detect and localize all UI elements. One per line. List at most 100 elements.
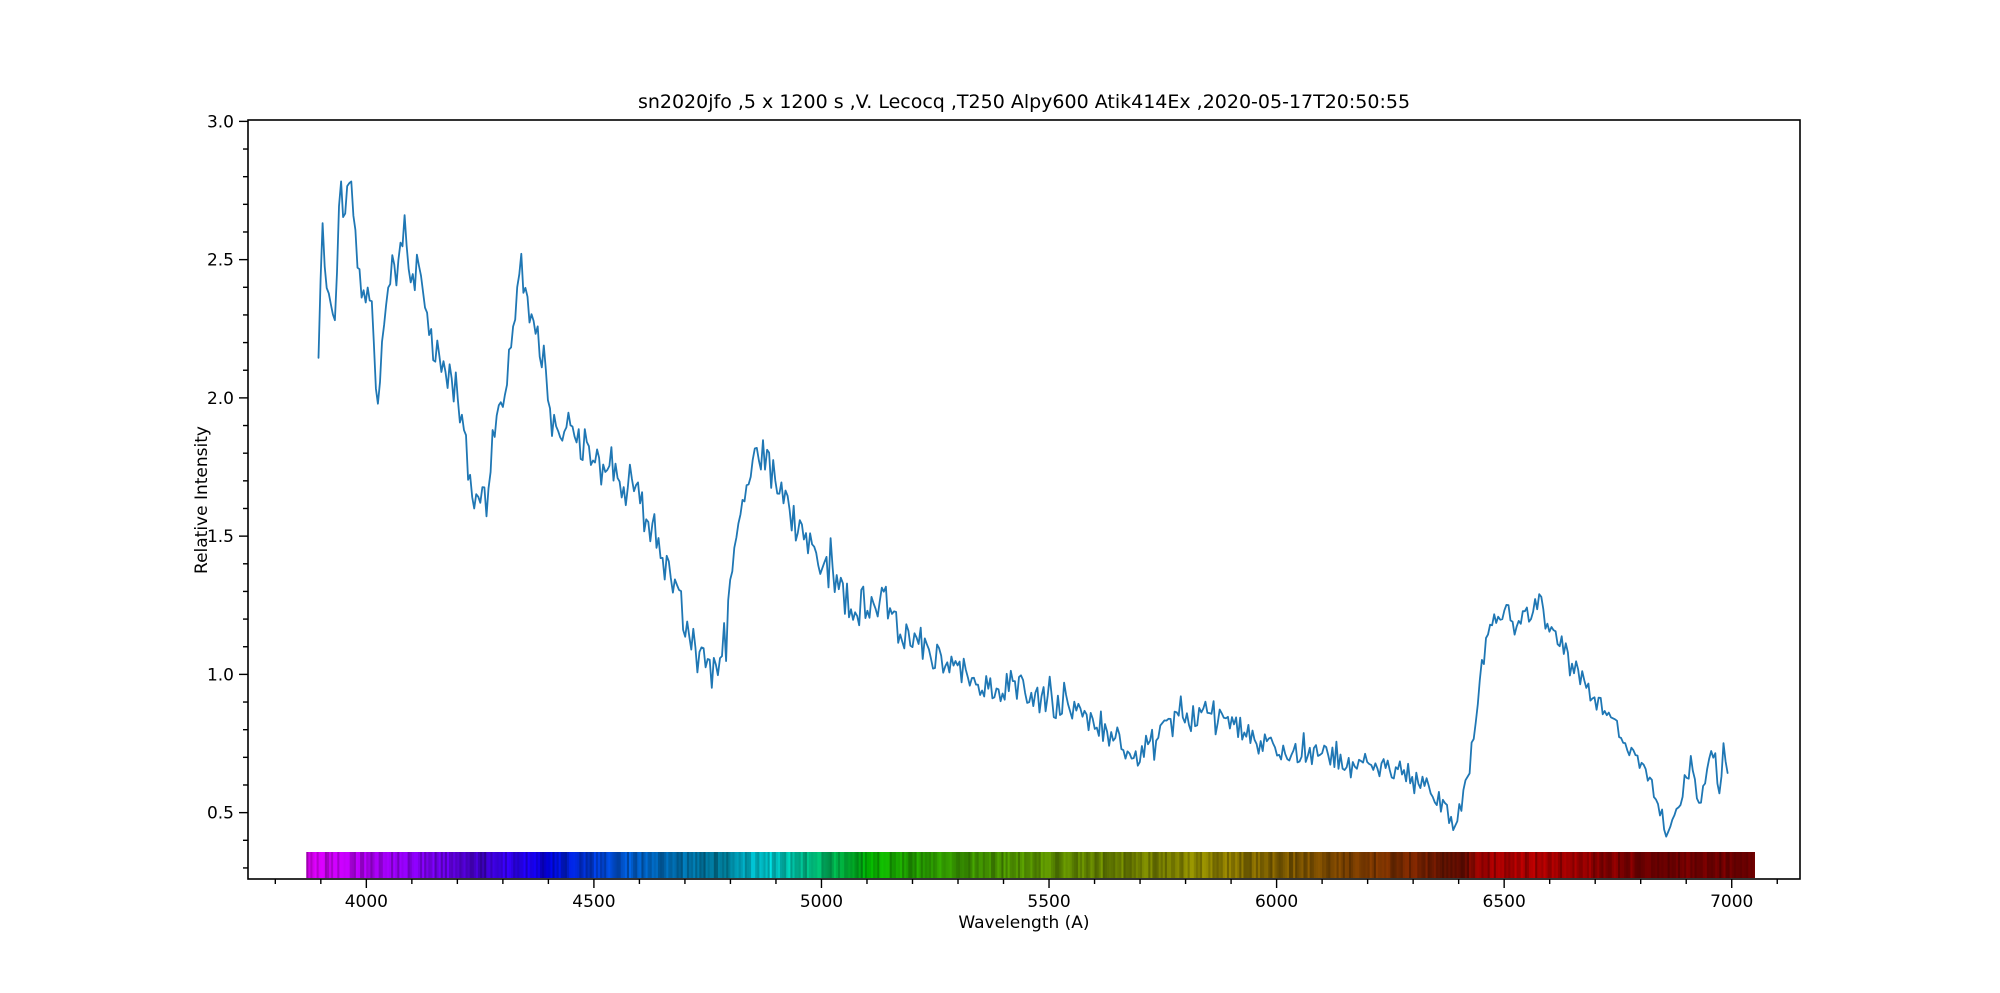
colorbar-column [1158, 852, 1162, 878]
colorbar-column [1357, 852, 1360, 878]
colorbar-column [1080, 852, 1083, 878]
colorbar-column [726, 852, 729, 878]
colorbar-column [405, 852, 409, 878]
colorbar-column [782, 852, 785, 878]
colorbar-column [438, 852, 442, 878]
colorbar-column [1125, 852, 1129, 878]
colorbar-column [1495, 852, 1499, 878]
colorbar-column [668, 852, 671, 878]
colorbar-column [1090, 852, 1093, 878]
colorbar-column [1537, 852, 1540, 878]
y-tick-label: 3.0 [207, 112, 234, 132]
colorbar-column [519, 852, 522, 878]
colorbar-column [1326, 852, 1329, 878]
colorbar-column [1293, 852, 1296, 878]
colorbar-column [316, 852, 320, 878]
colorbar-column [1460, 852, 1464, 878]
colorbar-column [1638, 852, 1642, 878]
colorbar-column [1007, 852, 1011, 878]
colorbar-column [920, 852, 924, 878]
colorbar-column [306, 852, 309, 878]
colorbar-column [1189, 852, 1193, 878]
colorbar-column [711, 852, 715, 878]
colorbar-column [796, 852, 800, 878]
colorbar-column [1452, 852, 1455, 878]
colorbar-column [1750, 852, 1753, 878]
colorbar-column [1077, 852, 1081, 878]
colorbar-column [1444, 852, 1447, 878]
colorbar-column [1262, 852, 1265, 878]
colorbar-column [1382, 852, 1385, 878]
colorbar-column [1541, 852, 1544, 878]
colorbar-column [955, 852, 959, 878]
colorbar-column [1597, 852, 1600, 878]
colorbar-column [991, 852, 994, 878]
colorbar-column [1611, 852, 1615, 878]
colorbar-column [693, 852, 696, 878]
colorbar-column [1179, 852, 1182, 878]
axis-tick-labels: 4000 4500 5000 5500 6000 6500 7000 0.5 1.0 1.5 2.0… [207, 112, 1753, 912]
colorbar-column [904, 852, 907, 878]
colorbar-column [1332, 852, 1335, 878]
colorbar-column [858, 852, 862, 878]
colorbar-column [1305, 852, 1309, 878]
colorbar-column [362, 852, 365, 878]
colorbar-column [1371, 852, 1375, 878]
colorbar-column [873, 852, 876, 878]
colorbar-column [1113, 852, 1116, 878]
colorbar-column [1626, 852, 1629, 878]
colorbar-column [308, 852, 311, 878]
colorbar-column [1377, 852, 1381, 878]
colorbar-column [1384, 852, 1387, 878]
colorbar-column [1454, 852, 1458, 878]
colorbar-column [1334, 852, 1338, 878]
colorbar-column [494, 852, 498, 878]
colorbar-column [862, 852, 866, 878]
spectrum-colorbar [306, 852, 1755, 878]
colorbar-column [1468, 852, 1472, 878]
colorbar-column [1727, 852, 1731, 878]
colorbar-column [943, 852, 947, 878]
colorbar-column [1746, 852, 1749, 878]
colorbar-column [1336, 852, 1340, 878]
colorbar-column [647, 852, 651, 878]
colorbar-column [1278, 852, 1282, 878]
colorbar-column [573, 852, 576, 878]
colorbar-column [697, 852, 700, 878]
colorbar-column [1375, 852, 1379, 878]
colorbar-column [610, 852, 613, 878]
colorbar-column [488, 852, 491, 878]
colorbar-column [757, 852, 760, 878]
colorbar-column [734, 852, 738, 878]
colorbar-column [341, 852, 344, 878]
colorbar-column [972, 852, 976, 878]
colorbar-column [1328, 852, 1331, 878]
colorbar-column [945, 852, 949, 878]
colorbar-column [602, 852, 605, 878]
colorbar-column [935, 852, 938, 878]
colorbar-column [715, 852, 719, 878]
colorbar-column [1477, 852, 1480, 878]
colorbar-column [749, 852, 752, 878]
colorbar-column [670, 852, 673, 878]
colorbar-column [1365, 852, 1369, 878]
colorbar-column [1063, 852, 1067, 878]
colorbar-column [1551, 852, 1555, 878]
colorbar-column [1636, 852, 1640, 878]
colorbar-column [382, 852, 386, 878]
colorbar-column [1425, 852, 1429, 878]
colorbar-column [521, 852, 524, 878]
colorbar-column [1301, 852, 1304, 878]
colorbar-column [1686, 852, 1689, 878]
colorbar-column [937, 852, 940, 878]
colorbar-column [819, 852, 822, 878]
colorbar-column [879, 852, 882, 878]
colorbar-column [453, 852, 456, 878]
colorbar-column [1617, 852, 1621, 878]
colorbar-column [1568, 852, 1571, 878]
colorbar-column [333, 852, 336, 878]
colorbar-column [662, 852, 665, 878]
colorbar-column [606, 852, 609, 878]
colorbar-column [657, 852, 661, 878]
colorbar-column [1017, 852, 1021, 878]
